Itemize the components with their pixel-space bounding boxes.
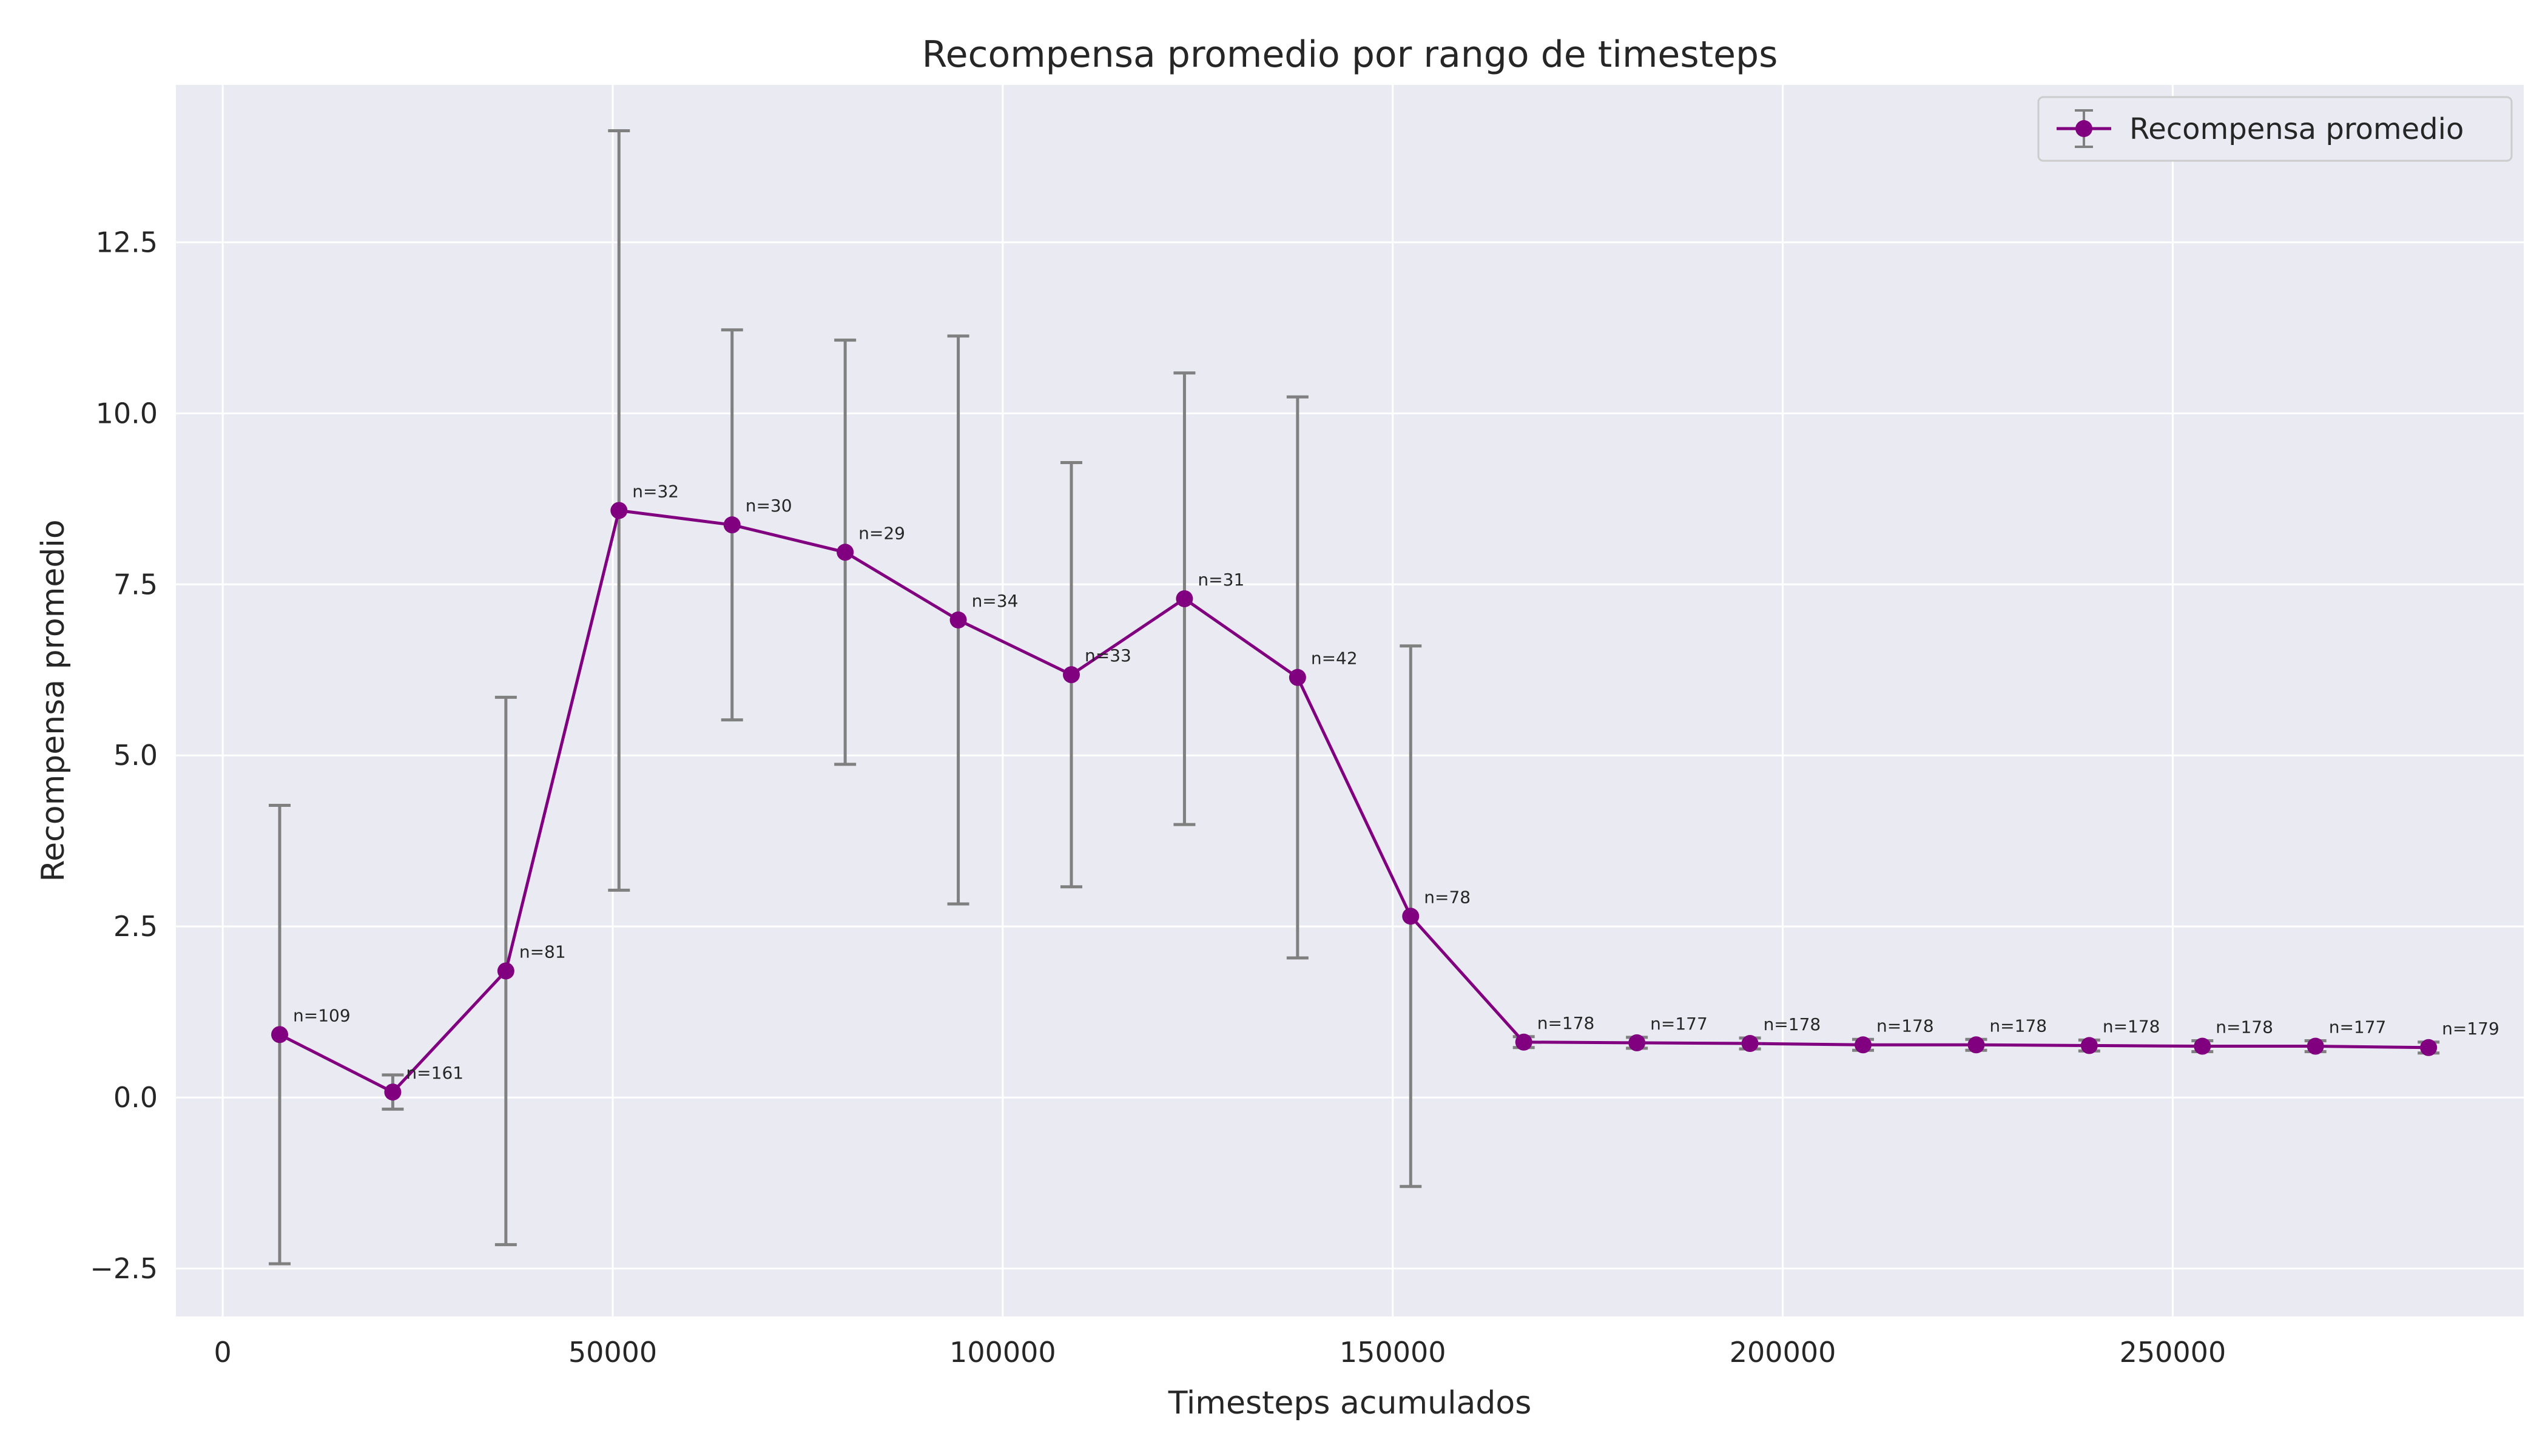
data-point (1515, 1033, 1532, 1051)
data-label: n=178 (1764, 1014, 1821, 1034)
data-label: n=178 (1989, 1016, 2047, 1036)
legend: Recompensa promedio (2037, 96, 2513, 162)
data-point (1855, 1036, 1872, 1054)
data-label: n=42 (1311, 649, 1358, 669)
data-point (949, 611, 967, 629)
y-tick-label: 10.0 (96, 397, 158, 430)
x-tick-label: 250000 (2120, 1336, 2226, 1369)
data-label: n=178 (2216, 1017, 2273, 1037)
series-line (278, 508, 2429, 1094)
data-label: n=179 (2442, 1019, 2499, 1039)
x-tick-label: 150000 (1340, 1336, 1446, 1369)
data-point (1402, 908, 1420, 925)
data-labels: n=109 n=161 n=81 n=32 n=30 n=29 n=34 n=33 n=31 n=… (293, 481, 2499, 1083)
y-tick-label: 12.5 (96, 226, 158, 258)
data-label: n=178 (2103, 1016, 2160, 1036)
data-point (1176, 590, 1193, 607)
y-tick-label: 7.5 (113, 568, 158, 601)
data-label: n=177 (2329, 1017, 2387, 1037)
data-label: n=109 (293, 1005, 351, 1025)
x-tick-label: 100000 (949, 1336, 1056, 1369)
data-points (271, 502, 2438, 1101)
chart-title: Recompensa promedio por rango de timeste… (922, 33, 1778, 76)
data-point (1063, 666, 1080, 684)
data-point (1741, 1035, 1759, 1053)
x-tick-label: 0 (214, 1336, 232, 1369)
data-label: n=30 (746, 496, 792, 516)
data-point (271, 1026, 288, 1043)
data-point (2307, 1037, 2324, 1055)
data-label: n=29 (858, 523, 905, 543)
x-tick-label: 50000 (568, 1336, 657, 1369)
y-tick-label: 5.0 (113, 739, 158, 772)
data-label: n=161 (406, 1063, 463, 1083)
data-label: n=178 (1537, 1013, 1595, 1033)
plot-area (176, 85, 2524, 1316)
data-point (1967, 1036, 1985, 1054)
data-point (497, 962, 514, 980)
data-point (2080, 1037, 2098, 1054)
data-label: n=78 (1424, 887, 1471, 907)
legend-marker (2075, 120, 2092, 137)
grid (176, 85, 2524, 1316)
x-tick-label: 200000 (1730, 1336, 1836, 1369)
data-point (610, 502, 628, 519)
x-axis-label: Timesteps acumulados (1168, 1385, 1532, 1421)
x-axis-ticks: 0 50000 100000 150000 200000 250000 (214, 1336, 2226, 1369)
data-label: n=33 (1085, 645, 1131, 666)
data-point (723, 516, 741, 534)
data-label: n=34 (972, 591, 1019, 611)
data-label: n=177 (1650, 1014, 1708, 1034)
y-axis-label: Recompensa promedio (35, 519, 72, 881)
y-tick-label: 0.0 (113, 1081, 158, 1114)
data-point (1289, 669, 1306, 686)
data-point (2194, 1037, 2211, 1055)
data-point (1628, 1034, 1646, 1051)
data-label: n=32 (632, 481, 679, 501)
series-line-group (278, 508, 2429, 1094)
y-axis-ticks: −2.5 0.0 2.5 5.0 7.5 10.0 12.5 (90, 226, 158, 1285)
data-point (384, 1084, 402, 1101)
data-point (837, 544, 854, 561)
data-point (2420, 1039, 2438, 1056)
data-label: n=31 (1198, 570, 1244, 590)
legend-box (2037, 96, 2513, 162)
data-label: n=81 (519, 942, 566, 962)
data-label: n=178 (1876, 1016, 1934, 1036)
y-tick-label: −2.5 (90, 1252, 158, 1285)
y-tick-label: 2.5 (113, 910, 158, 943)
legend-label: Recompensa promedio (2129, 112, 2464, 146)
